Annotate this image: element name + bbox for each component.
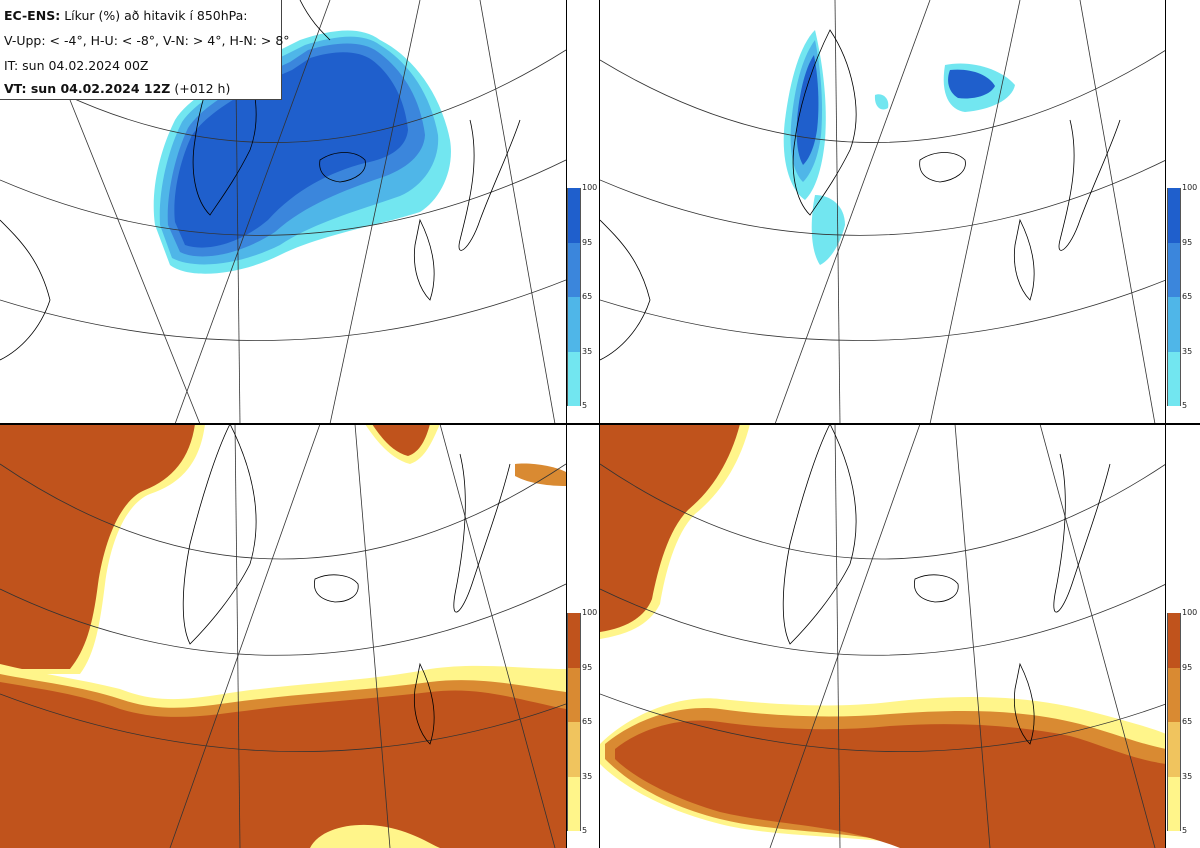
info-box: EC-ENS: Líkur (%) að hitavik í 850hPa: V… xyxy=(0,0,290,100)
colorbar-segment xyxy=(1167,667,1181,722)
colorbar-segment xyxy=(1167,351,1181,406)
colorbar-segment xyxy=(1167,188,1181,243)
probability-map xyxy=(600,424,1166,848)
colorbar-tick-label: 35 xyxy=(582,346,593,356)
colorbar-segment xyxy=(567,776,581,831)
colorbar-tick-label: 95 xyxy=(1182,237,1193,247)
colorbar-segment xyxy=(1167,242,1181,297)
prob-contour-95 xyxy=(796,55,819,165)
colorbar-tick-label: 95 xyxy=(1182,662,1193,672)
colorbar-bottom-left: 100 95 65 35 5 xyxy=(567,609,601,835)
lead-time: (+012 h) xyxy=(174,81,231,96)
colorbar-tick-label: 95 xyxy=(582,237,593,247)
coast-canada xyxy=(600,219,651,361)
coast-greenland xyxy=(192,29,257,216)
coast-iceland xyxy=(919,152,966,183)
colorbar-segment xyxy=(567,242,581,297)
colorbar-segment xyxy=(567,667,581,722)
colorbar-bottom-right: 100 95 65 35 5 xyxy=(1167,609,1200,835)
coast-iceland xyxy=(913,574,959,603)
colorbar-top-right: 100 95 65 35 5 xyxy=(1167,184,1200,410)
model-name: EC-ENS: xyxy=(4,8,61,23)
map-panel-bottom-right xyxy=(600,424,1166,848)
colorbar-tick-label: 5 xyxy=(582,401,588,410)
colorbar-segment xyxy=(1167,613,1181,668)
probability-map xyxy=(0,424,566,848)
colorbar-tick-label: 35 xyxy=(1182,346,1193,356)
colorbar-segment xyxy=(567,351,581,406)
coast-scandinavia xyxy=(453,453,511,613)
map-panel-bottom-left xyxy=(0,424,566,848)
colorbar-segment xyxy=(567,722,581,777)
coast-greenland xyxy=(782,424,857,645)
colorbar-tick-label: 5 xyxy=(1182,401,1188,410)
valid-time: VT: sun 04.02.2024 12Z xyxy=(4,81,171,96)
map-panel-top-left: EC-ENS: Líkur (%) að hitavik í 850hPa: V… xyxy=(0,0,566,424)
colorbar-segment xyxy=(567,297,581,352)
prob-blob-south xyxy=(811,195,845,265)
colorbar-tick-label: 5 xyxy=(1182,826,1188,835)
coast-scandinavia xyxy=(458,119,521,251)
colorbar-tick-label: 100 xyxy=(582,183,598,192)
coast-greenland xyxy=(182,424,257,645)
colorbar-segment xyxy=(567,188,581,243)
coast-britain xyxy=(413,662,435,745)
coast-scandinavia xyxy=(1058,119,1121,251)
probability-map xyxy=(600,0,1166,424)
colorbar-segment xyxy=(567,613,581,668)
colorbar-tick-label: 65 xyxy=(1182,292,1193,301)
divider-vertical-right xyxy=(599,0,600,848)
colorbar-tick-label: 95 xyxy=(582,662,593,672)
colorbar-tick-label: 35 xyxy=(1182,771,1193,781)
colorbar-tick-label: 65 xyxy=(582,717,593,726)
divider-horizontal xyxy=(0,423,1200,425)
coast-canada xyxy=(0,219,51,361)
colorbar-tick-label: 35 xyxy=(582,771,593,781)
map-panel-top-right xyxy=(600,0,1166,424)
description: Líkur (%) að hitavik í 850hPa: xyxy=(64,8,248,23)
colorbar-tick-label: 5 xyxy=(582,826,588,835)
colorbar-tick-label: 100 xyxy=(582,608,598,617)
colorbar-tick-label: 65 xyxy=(1182,717,1193,726)
colorbar-tick-label: 65 xyxy=(582,292,593,301)
colorbar-tick-label: 100 xyxy=(1182,183,1198,192)
coast-north xyxy=(299,0,331,41)
colorbar-segment xyxy=(1167,776,1181,831)
coast-britain xyxy=(413,218,435,301)
coast-britain xyxy=(1013,662,1035,745)
colorbar-tick-label: 100 xyxy=(1182,608,1198,617)
prob-contour-95 xyxy=(174,52,408,248)
coast-greenland xyxy=(792,29,857,216)
coast-scandinavia xyxy=(1053,453,1111,613)
coast-iceland xyxy=(313,574,359,603)
init-time: IT: sun 04.02.2024 00Z xyxy=(4,58,149,73)
colorbar-segment xyxy=(1167,722,1181,777)
colorbar-top-left: 100 95 65 35 5 xyxy=(567,184,601,410)
divider-right-edge xyxy=(1165,0,1166,848)
colorbar-segment xyxy=(1167,297,1181,352)
thresholds: V-Upp: < -4°, H-U: < -8°, V-N: > 4°, H-N… xyxy=(4,33,290,48)
coast-iceland xyxy=(319,152,366,183)
coast-britain xyxy=(1013,218,1035,301)
